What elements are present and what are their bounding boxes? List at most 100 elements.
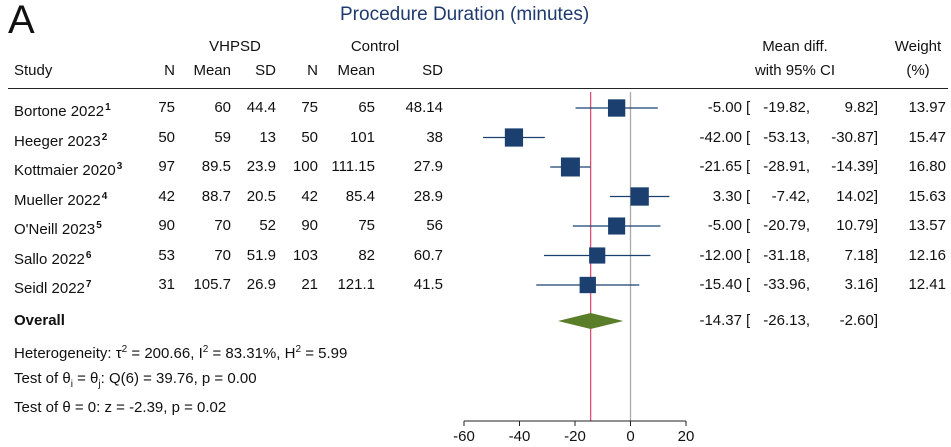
study-marker — [504, 128, 524, 147]
cell-hi: 10.79] — [836, 217, 878, 234]
header-n1: N — [164, 62, 175, 79]
ci-open-bracket: [ — [746, 246, 751, 264]
cell-weight: 16.80 — [908, 158, 946, 175]
cell-sd1: 13 — [259, 128, 276, 146]
cell-lo: -7.42, — [771, 187, 810, 205]
study-label: O'Neill 20235 — [14, 220, 102, 238]
group-header-control: Control — [350, 38, 400, 55]
ci-open-bracket: [ — [746, 276, 751, 293]
header-study: Study — [14, 62, 53, 79]
cell-n2: 42 — [301, 187, 318, 205]
cell-lo: -20.79, — [763, 217, 810, 234]
cell-n2: 103 — [292, 246, 318, 264]
header-n2: N — [307, 62, 318, 79]
cell-lo: -33.96, — [763, 276, 810, 293]
cell-weight: 15.63 — [908, 187, 946, 205]
cell-mean1: 89.5 — [201, 158, 231, 175]
cell-es: -5.00 — [707, 99, 742, 116]
cell-lo: -31.18, — [763, 246, 810, 264]
cell-sd1: 26.9 — [246, 276, 276, 293]
cell-sd2: 48.14 — [405, 99, 443, 116]
cell-n1: 97 — [158, 158, 175, 175]
cell-sd1: 23.9 — [246, 158, 276, 175]
cell-mean2: 82 — [358, 246, 375, 264]
cell-sd2: 28.9 — [413, 187, 443, 205]
study-label: Sallo 20226 — [14, 249, 92, 268]
study-marker — [607, 99, 626, 117]
cell-es: 3.30 — [712, 187, 742, 205]
cell-n2: 75 — [301, 99, 318, 116]
cell-n1: 90 — [158, 217, 175, 234]
cell-n1: 31 — [158, 276, 175, 293]
overall-es: -14.37 — [699, 312, 742, 329]
cell-sd2: 60.7 — [413, 246, 443, 264]
overall-label: Overall — [14, 312, 65, 329]
cell-mean2: 75 — [358, 217, 375, 234]
ci-open-bracket: [ — [746, 158, 751, 175]
cell-n2: 50 — [301, 128, 318, 146]
overall-bracket: [ — [746, 312, 751, 329]
cell-weight: 13.57 — [908, 217, 946, 234]
header-sd2: SD — [422, 62, 443, 79]
cell-es: -42.00 — [699, 128, 742, 146]
cell-es: -21.65 — [699, 158, 742, 175]
x-tick-label: -60 — [453, 428, 475, 445]
cell-n2: 21 — [301, 276, 318, 293]
cell-mean1: 60 — [214, 99, 231, 116]
study-label: Bortone 20221 — [14, 102, 111, 120]
x-tick-label: 0 — [626, 428, 634, 445]
cell-mean1: 70 — [214, 217, 231, 234]
cell-mean2: 65 — [358, 99, 375, 116]
cell-sd2: 56 — [426, 217, 443, 234]
ci-open-bracket: [ — [746, 187, 751, 205]
cell-sd2: 38 — [426, 128, 443, 146]
header-weight-line1: Weight — [894, 38, 942, 55]
study-label: Mueller 20224 — [14, 190, 108, 209]
header-mean2: Mean — [337, 62, 375, 79]
cell-weight: 12.41 — [908, 276, 946, 293]
study-label: Kottmaier 20203 — [14, 161, 123, 179]
ci-open-bracket: [ — [746, 217, 751, 234]
cell-mean1: 88.7 — [201, 187, 231, 205]
cell-n1: 75 — [158, 99, 175, 116]
cell-n2: 90 — [301, 217, 318, 234]
study-label: Seidl 20227 — [14, 279, 92, 297]
cell-hi: 7.18] — [844, 246, 878, 264]
cell-n2: 100 — [292, 158, 318, 175]
cell-mean2: 85.4 — [345, 187, 375, 205]
header-effect-line2: with 95% CI — [754, 62, 836, 79]
cell-mean1: 105.7 — [193, 276, 231, 293]
study-marker — [608, 217, 626, 235]
test-theta-text: Test of θ = 0: z = -2.39, p = 0.02 — [14, 399, 227, 416]
header-effect-line1: Mean diff. — [762, 38, 828, 55]
cell-hi: -30.87] — [831, 128, 878, 146]
cell-es: -12.00 — [699, 246, 742, 264]
panel-label: A — [8, 0, 35, 42]
chart-title: Procedure Duration (minutes) — [340, 4, 590, 25]
test-theta-i-text: Test of θi = θj: Q(6) = 39.76, p = 0.00 — [14, 370, 257, 390]
cell-sd2: 27.9 — [413, 158, 443, 175]
header-sd1: SD — [255, 62, 276, 79]
cell-hi: 14.02] — [836, 187, 878, 205]
study-marker — [630, 187, 649, 206]
cell-es: -5.00 — [707, 217, 742, 234]
cell-sd1: 51.9 — [246, 246, 276, 264]
cell-mean1: 59 — [214, 128, 231, 146]
cell-n1: 42 — [158, 187, 175, 205]
x-tick-label: -20 — [564, 428, 586, 445]
cell-n1: 50 — [158, 128, 175, 146]
group-header-treatment: VHPSD — [209, 38, 261, 55]
cell-mean2: 111.15 — [331, 158, 375, 175]
x-tick-label: -40 — [509, 428, 531, 445]
cell-hi: -14.39] — [831, 158, 878, 175]
cell-weight: 12.16 — [908, 246, 946, 264]
cell-weight: 13.97 — [908, 99, 946, 116]
cell-lo: -28.91, — [763, 158, 810, 175]
cell-sd1: 44.4 — [246, 99, 276, 116]
overall-lo: -26.13, — [763, 312, 810, 329]
overall-hi: -2.60] — [839, 312, 878, 329]
cell-hi: 3.16] — [844, 276, 878, 293]
cell-lo: -19.82, — [763, 99, 810, 116]
study-marker — [589, 247, 606, 264]
